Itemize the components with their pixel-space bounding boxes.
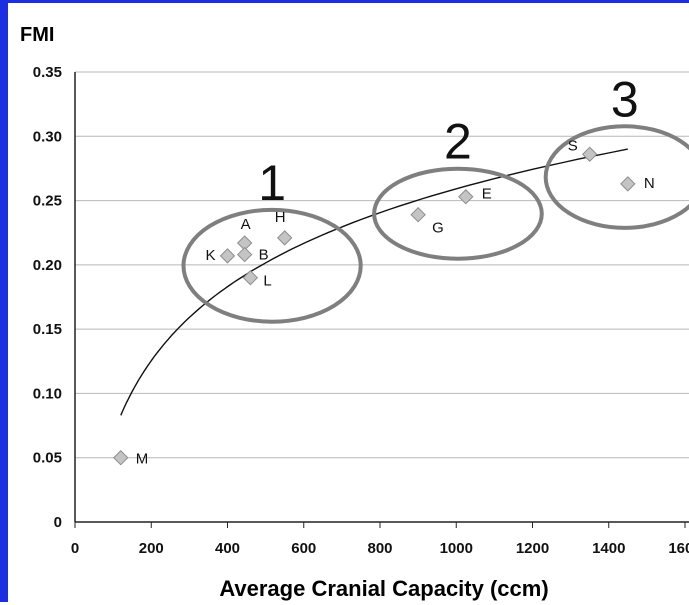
x-tick-label: 400: [215, 540, 240, 557]
x-tick-label: 800: [367, 540, 392, 557]
fmi-scatter-chart: 0 0.05 0.10 0.15 0.20 0.25 0.30 0.35 0 200 400 600…: [8, 3, 689, 605]
x-tick-label: 1200: [516, 540, 549, 557]
data-point-label: S: [568, 137, 578, 154]
x-tick-label: 1400: [592, 540, 625, 557]
y-tick-label: 0.35: [33, 64, 62, 81]
data-points: M K ABL H G E S N: [114, 137, 655, 467]
y-tick-label: 0.25: [33, 193, 62, 210]
data-point-marker: [621, 177, 635, 191]
x-tick-label: 1600: [668, 540, 689, 557]
data-point-label: E: [482, 186, 492, 203]
cluster-label: 3: [611, 71, 639, 127]
y-tick-label: 0.30: [33, 128, 62, 145]
data-point-marker: [221, 249, 235, 263]
data-point-marker: [459, 190, 473, 204]
x-tick-label: 200: [139, 540, 164, 557]
cluster-label: 2: [444, 114, 472, 170]
cluster-circle: [374, 169, 542, 259]
axes: [75, 72, 689, 522]
data-point-marker: [411, 208, 425, 222]
data-point-label: L: [263, 273, 271, 290]
cluster-circle: [184, 210, 361, 322]
data-point-marker: [243, 271, 257, 285]
x-tick-label: 600: [291, 540, 316, 557]
data-point-marker: [238, 248, 252, 262]
data-point-label: H: [275, 209, 286, 226]
y-tick-label: 0.05: [33, 450, 62, 467]
data-point-marker: [583, 147, 597, 161]
x-tick-labels: 0 200 400 600 800 1000 1200 1400 1600: [71, 522, 689, 557]
y-tick-label: 0: [54, 514, 62, 531]
y-tick-label: 0.20: [33, 257, 62, 274]
trendline: [121, 149, 628, 415]
y-tick-labels: 0 0.05 0.10 0.15 0.20 0.25 0.30 0.35: [33, 64, 62, 531]
data-point-label: A: [241, 216, 251, 233]
trendline-group: [121, 149, 628, 415]
y-tick-label: 0.15: [33, 321, 62, 338]
y-tick-label: 0.10: [33, 385, 62, 402]
cluster-label: 1: [258, 155, 286, 211]
x-axis-label: Average Cranial Capacity (ccm): [219, 576, 548, 601]
data-point-label: B: [259, 247, 269, 264]
data-point-label: N: [644, 175, 655, 192]
data-point-label: M: [136, 451, 149, 468]
x-tick-label: 0: [71, 540, 79, 557]
data-point-marker: [114, 451, 128, 465]
data-point-label: K: [206, 247, 216, 264]
data-point-label: G: [432, 220, 444, 237]
cluster-circles: 1 2 3: [184, 71, 689, 321]
data-point-marker: [278, 231, 292, 245]
x-tick-label: 1000: [440, 540, 473, 557]
y-axis-label: FMI: [20, 24, 54, 46]
